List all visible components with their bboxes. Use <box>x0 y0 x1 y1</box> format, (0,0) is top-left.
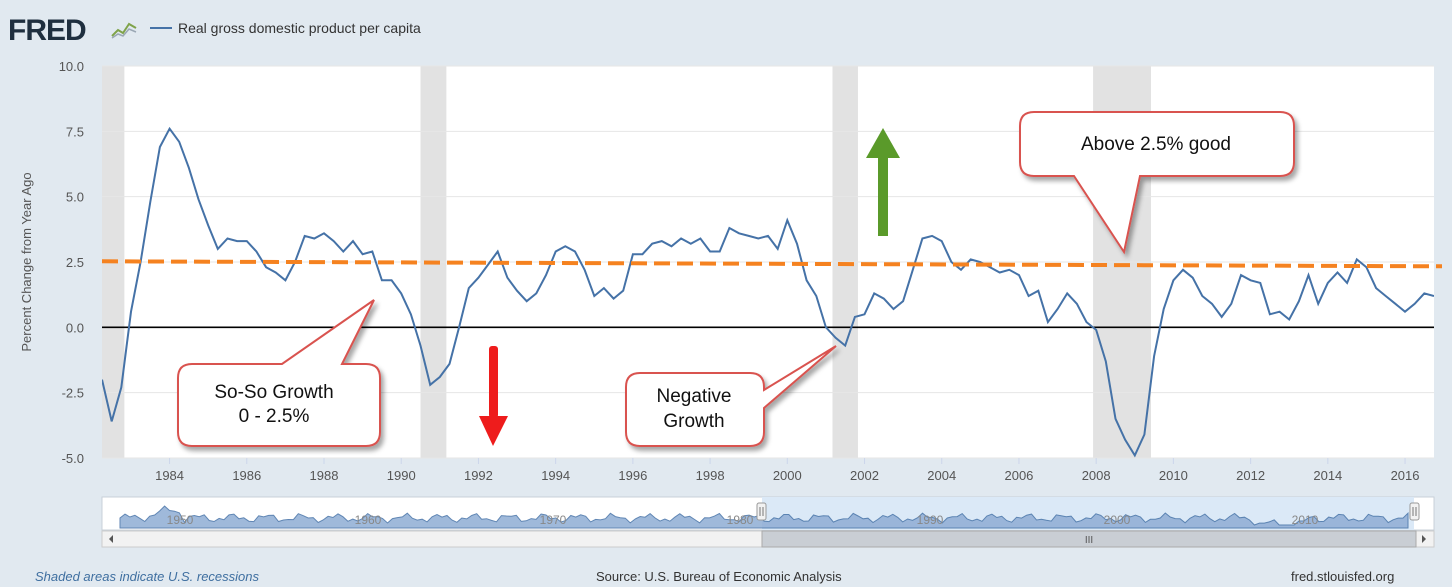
y-tick-label: -2.5 <box>62 386 84 401</box>
x-tick-label: 2006 <box>1004 468 1033 483</box>
source-note: Source: U.S. Bureau of Economic Analysis <box>596 569 842 584</box>
legend-swatch <box>150 27 172 29</box>
legend-label: Real gross domestic product per capita <box>178 20 421 36</box>
y-tick-label: 0.0 <box>66 320 84 335</box>
callout-soso-line1: So-So Growth <box>214 382 333 403</box>
scrollbar-thumb[interactable] <box>761 530 1417 548</box>
x-tick-label: 1988 <box>310 468 339 483</box>
callout-above-text: Above 2.5% good <box>1081 134 1231 155</box>
callout-negative-line1: Negative <box>657 386 732 407</box>
y-tick-label: 2.5 <box>66 255 84 270</box>
scrollbar-grip: III <box>1085 535 1093 546</box>
fred-logo[interactable]: FRED <box>8 14 87 47</box>
x-tick-label: 2016 <box>1391 468 1420 483</box>
recession-note: Shaded areas indicate U.S. recessions <box>35 569 260 584</box>
scroll-right-icon[interactable] <box>1422 535 1426 543</box>
x-tick-label: 2004 <box>927 468 956 483</box>
navigator-area <box>119 505 1409 529</box>
x-tick-label: 2000 <box>773 468 802 483</box>
navigator-label: 1960 <box>355 513 382 527</box>
y-tick-label: 5.0 <box>66 190 84 205</box>
callout-negative <box>625 345 837 447</box>
navigator-label: 1950 <box>167 513 194 527</box>
x-tick-label: 1990 <box>387 468 416 483</box>
x-tick-label: 1986 <box>232 468 261 483</box>
header-bar: FRED Real gross domestic product per cap… <box>0 0 1452 60</box>
callout-negative-line2: Growth <box>663 411 724 432</box>
navigator-label: 1980 <box>727 513 754 527</box>
y-tick-label: 10.0 <box>59 59 84 74</box>
x-tick-label: 2008 <box>1082 468 1111 483</box>
series-line[interactable] <box>102 126 1434 458</box>
threshold-line <box>101 259 1443 269</box>
x-tick-label: 2012 <box>1236 468 1265 483</box>
navigator-label: 1970 <box>540 513 567 527</box>
red-down-arrow-icon <box>479 346 508 446</box>
y-tick-label: -5.0 <box>62 451 84 466</box>
scroll-left-icon[interactable] <box>109 535 113 543</box>
navigator-label: 2000 <box>1104 513 1131 527</box>
navigator-label: 2010 <box>1292 513 1319 527</box>
navigator[interactable]: 1950 1960 1970 1980 1990 2000 2010 III <box>101 496 1435 548</box>
chart-line-icon <box>111 22 137 39</box>
callout-soso <box>177 299 381 447</box>
navigator-label: 1990 <box>917 513 944 527</box>
y-tick-label: 7.5 <box>66 124 84 139</box>
site-link[interactable]: fred.stlouisfed.org <box>1291 569 1395 584</box>
x-tick-label: 1992 <box>464 468 493 483</box>
x-tick-label: 1984 <box>155 468 184 483</box>
x-tick-label: 1998 <box>696 468 725 483</box>
x-tick-label: 2014 <box>1313 468 1342 483</box>
x-tick-label: 1996 <box>618 468 647 483</box>
x-tick-label: 1994 <box>541 468 570 483</box>
legend[interactable]: Real gross domestic product per capita <box>150 18 421 38</box>
x-tick-label: 2010 <box>1159 468 1188 483</box>
navigator-handle-right[interactable] <box>1409 502 1420 521</box>
navigator-handle-left[interactable] <box>756 502 767 521</box>
callout-soso-line2: 0 - 2.5% <box>239 406 310 427</box>
x-tick-label: 2002 <box>850 468 879 483</box>
green-up-arrow-icon <box>866 128 900 236</box>
y-axis-label: Percent Change from Year Ago <box>19 172 34 351</box>
callout-above <box>1019 111 1295 255</box>
